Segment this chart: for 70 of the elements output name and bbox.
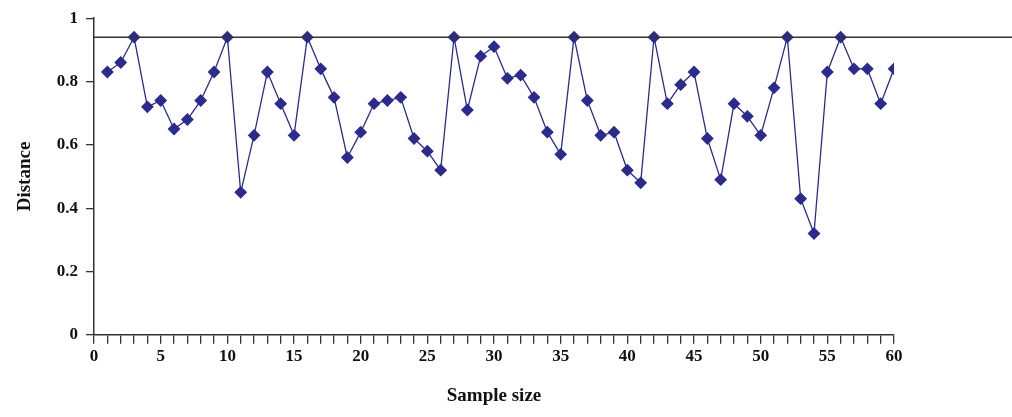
x-tick-label: 20 [352, 346, 370, 366]
x-tick-label: 10 [218, 346, 236, 366]
point [514, 69, 527, 82]
point [634, 176, 647, 189]
point [767, 81, 781, 94]
point [461, 103, 474, 117]
point [527, 91, 541, 104]
point [541, 126, 554, 139]
x-tick-label: 15 [285, 346, 303, 366]
point [847, 62, 861, 76]
point [594, 129, 607, 142]
point [327, 91, 341, 104]
y-tick-label: 0.2 [56, 260, 79, 280]
point [287, 129, 301, 142]
point [314, 62, 327, 76]
point [261, 65, 274, 79]
point [154, 94, 167, 107]
point [554, 148, 567, 161]
x-tick-label: 30 [485, 346, 503, 366]
point [354, 126, 367, 139]
x-axis-title: Sample size [446, 383, 542, 405]
x-tick-label: 25 [418, 346, 436, 366]
point [661, 97, 674, 110]
point [701, 132, 714, 145]
point [874, 97, 887, 110]
point [367, 97, 381, 110]
point [621, 164, 634, 177]
point [794, 192, 807, 205]
point [274, 97, 287, 110]
point [714, 173, 727, 186]
point [674, 78, 687, 91]
x-tick-label: 0 [89, 346, 99, 366]
point [194, 94, 207, 107]
point [114, 56, 127, 69]
point [207, 65, 221, 79]
point [687, 65, 701, 79]
y-axis-title: Distance [13, 141, 35, 212]
x-tick-label: 50 [752, 346, 770, 366]
point [234, 186, 247, 199]
point [741, 110, 754, 123]
point [167, 122, 181, 136]
y-tick-label: 0 [69, 324, 79, 344]
point [421, 145, 434, 158]
y-tick-label: 0.6 [56, 134, 79, 154]
point [434, 164, 447, 177]
point [141, 100, 154, 113]
y-tick-label: 1 [69, 7, 79, 27]
point [394, 91, 407, 104]
point [101, 65, 114, 79]
x-tick-label: 60 [885, 346, 903, 366]
point [247, 129, 261, 142]
x-tick-label: 55 [818, 346, 836, 366]
point [487, 40, 501, 53]
x-tick-label: 40 [618, 346, 636, 366]
x-tick-label: 45 [685, 346, 703, 366]
point [341, 151, 354, 164]
point [501, 72, 514, 85]
x-tick-label: 5 [156, 346, 165, 366]
point [607, 126, 621, 139]
point [821, 65, 834, 79]
x-tick-label: 35 [552, 346, 570, 366]
point [727, 97, 741, 110]
y-tick-label: 0.8 [56, 70, 79, 90]
y-tick-label: 0.4 [56, 197, 79, 217]
point [181, 113, 194, 126]
point [581, 94, 594, 107]
point [474, 50, 487, 63]
point [754, 129, 767, 142]
point [861, 62, 874, 76]
point [381, 94, 394, 107]
